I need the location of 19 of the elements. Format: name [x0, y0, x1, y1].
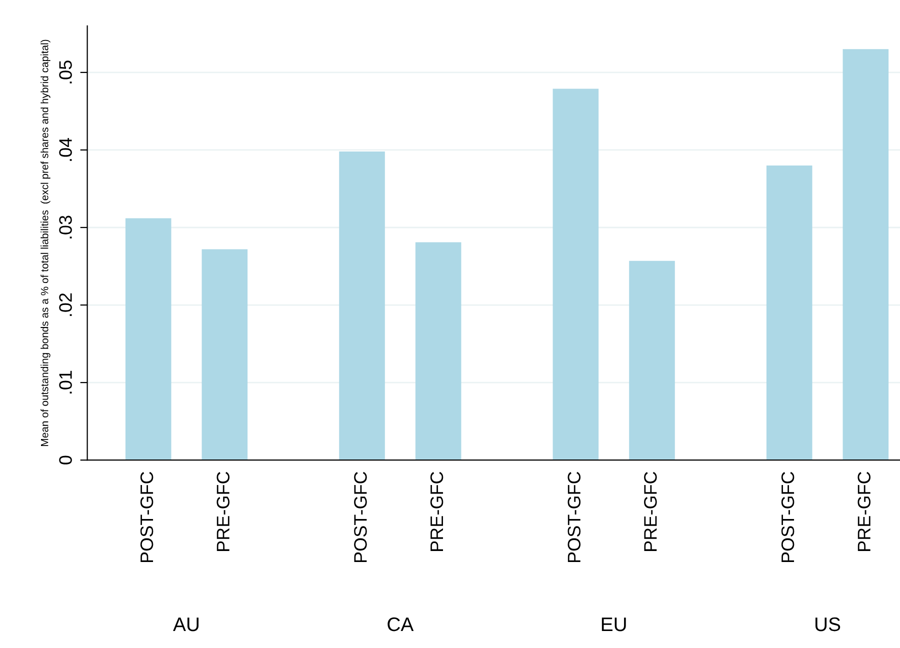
y-tick-label: .01	[59, 370, 72, 394]
text: US	[816, 617, 840, 632]
y-tick-label: .03	[59, 216, 72, 238]
x-tick-label: POST-GFC	[354, 472, 367, 562]
y-tick-label: .02	[59, 293, 72, 316]
x-tick-label: PRE-GFC	[430, 472, 444, 551]
text: AU	[173, 618, 199, 632]
text: CA	[388, 617, 414, 632]
x-tick-label: PRE-GFC	[858, 472, 871, 551]
y-tick-label: .05	[59, 60, 72, 84]
y-axis-title: Mean of outstanding bonds as a % of total liabilities (excl pref shares and hybrid capital)	[40, 40, 50, 446]
x-tick-label: POST-GFC	[568, 472, 581, 562]
x-tick-label: PRE-GFC	[216, 472, 230, 551]
y-tick-label: .04	[59, 138, 72, 161]
x-tick-label: POST-GFC	[140, 472, 154, 562]
y-tick-label: 0	[59, 456, 72, 464]
text: EU	[602, 618, 626, 632]
x-tick-label: POST-GFC	[781, 472, 794, 562]
x-tick-label: PRE-GFC	[644, 472, 657, 551]
